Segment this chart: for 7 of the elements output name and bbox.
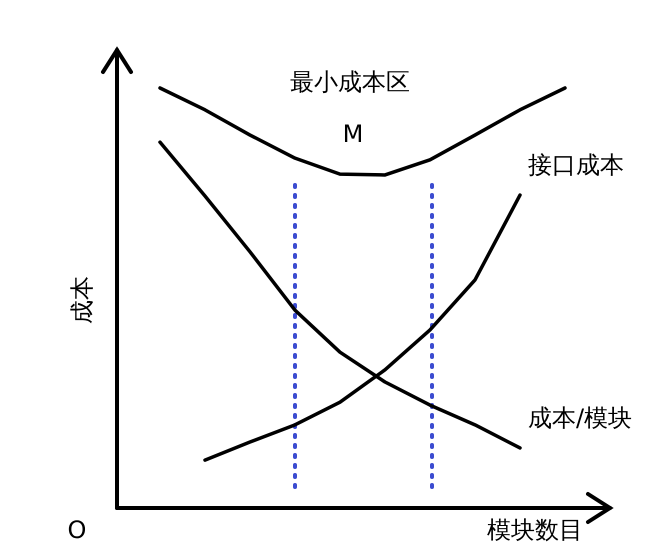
x-axis-title: 模块数目 [487, 516, 583, 544]
text: O [68, 516, 86, 544]
series-label: 成本/模块 [528, 404, 632, 432]
annotation: M [342, 120, 364, 148]
y-axis-title: 成本 [68, 276, 96, 324]
series-label: 接口成本 [528, 151, 624, 180]
annotation: 最小成本区 [290, 68, 410, 96]
